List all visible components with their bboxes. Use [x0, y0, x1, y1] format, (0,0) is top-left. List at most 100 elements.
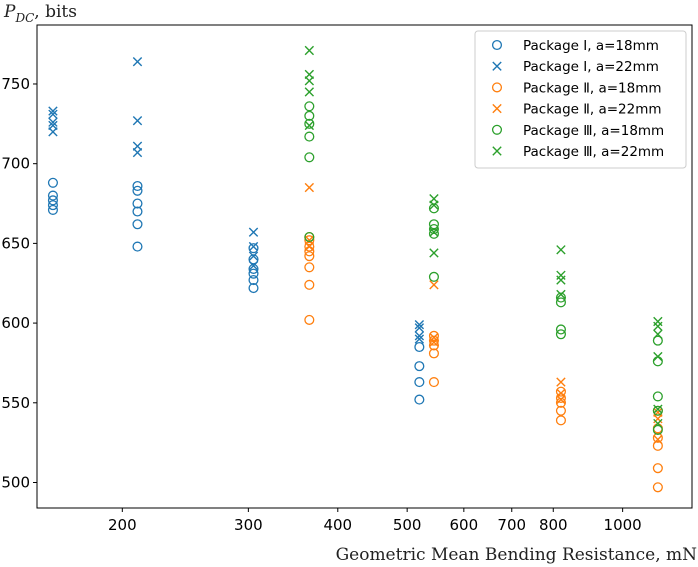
point-s5-12	[555, 292, 566, 303]
y-tick-label-750: 750	[1, 75, 30, 93]
legend-box	[474, 30, 687, 169]
point-s3-22	[652, 440, 663, 451]
point-s6-10	[556, 245, 566, 255]
point-s5-1	[304, 101, 315, 112]
series-3	[304, 231, 663, 493]
y-axis-title-sub: DC	[14, 11, 34, 25]
x-tick-label-600: 600	[450, 516, 479, 534]
point-s2-10	[248, 227, 259, 237]
plot-area	[36, 24, 693, 509]
legend-marker-6	[492, 146, 502, 156]
point-s3-5	[304, 251, 315, 262]
point-s1-10	[132, 219, 143, 230]
point-s5-20	[652, 424, 663, 435]
point-s2-11	[248, 241, 259, 252]
point-s3-2	[304, 235, 315, 246]
point-s5-8	[428, 219, 439, 230]
point-s1-6	[132, 180, 143, 192]
point-s5-16	[652, 335, 663, 346]
point-s5-3	[304, 118, 315, 129]
point-s6-18	[653, 404, 663, 414]
point-s2-5	[48, 127, 58, 137]
point-s3-18	[555, 415, 566, 426]
y-axis-title-suffix: , bits	[34, 2, 77, 22]
point-s3-7	[304, 279, 315, 290]
point-s3-13	[428, 377, 439, 388]
point-s3-24	[652, 482, 663, 493]
point-s6-3	[304, 76, 315, 86]
x-tick-label-500: 500	[393, 516, 422, 534]
point-s2-1	[48, 106, 58, 116]
point-s1-12	[248, 243, 259, 254]
point-s2-16	[414, 331, 425, 341]
point-s5-5	[304, 152, 315, 163]
point-s1-16	[248, 274, 259, 286]
point-s2-2	[48, 109, 58, 119]
point-s4-4	[429, 280, 439, 290]
point-s3-12	[428, 348, 439, 359]
point-s1-20	[414, 377, 425, 388]
legend-marker-3	[491, 82, 503, 93]
point-s4-6	[429, 337, 439, 347]
point-s5-14	[555, 324, 566, 335]
legend-label-3: Package Ⅱ, a=18mm	[523, 80, 662, 96]
y-tick-label-550: 550	[1, 394, 30, 412]
point-s4-9	[556, 394, 566, 405]
x-tick-label-700: 700	[497, 516, 526, 534]
series-4	[304, 182, 663, 445]
point-s6-7	[429, 200, 439, 210]
legend: Package I, a=18mm Package I, a=22mm Packag…	[474, 30, 687, 169]
point-s2-3	[48, 117, 58, 127]
point-s1-3	[47, 195, 58, 206]
x-tick-label-800: 800	[539, 516, 568, 534]
point-s4-12	[653, 434, 663, 445]
point-s3-17	[555, 405, 566, 416]
point-s5-13	[555, 297, 566, 308]
legend-marker-4	[492, 103, 502, 114]
legend-label-4: Package Ⅱ, a=22mm	[523, 102, 662, 118]
point-s2-6	[132, 56, 143, 67]
point-s6-19	[653, 418, 663, 429]
point-s3-6	[304, 262, 315, 273]
point-s1-15	[248, 268, 259, 279]
legend-marker-1	[491, 39, 503, 51]
point-s6-11	[556, 270, 566, 280]
y-axis-title: PDC, bits	[3, 2, 77, 25]
point-s3-11	[428, 340, 439, 351]
point-s1-9	[132, 206, 143, 217]
point-s5-4	[304, 131, 315, 142]
series-2	[48, 56, 425, 344]
point-s3-8	[304, 314, 315, 325]
point-s5-2	[304, 110, 315, 121]
point-s2-12	[248, 251, 259, 261]
point-s1-19	[414, 361, 425, 372]
point-s2-13	[248, 261, 259, 271]
y-axis-title-main: P	[3, 2, 16, 22]
x-tick-label-1000: 1000	[604, 516, 642, 534]
y-tick-label-700: 700	[1, 155, 30, 173]
point-s1-4	[47, 200, 58, 211]
plot-border	[36, 24, 693, 509]
point-s2-17	[414, 334, 425, 344]
point-s6-13	[556, 289, 566, 300]
point-s6-8	[429, 227, 439, 237]
point-s3-14	[555, 386, 566, 397]
point-s6-17	[653, 351, 663, 362]
point-s2-9	[132, 147, 143, 158]
point-s6-4	[304, 87, 315, 97]
point-s6-5	[304, 120, 315, 131]
point-s5-9	[428, 223, 439, 235]
x-tick-label-200: 200	[108, 516, 137, 534]
legend-marker-5	[491, 124, 503, 135]
y-tick-label-600: 600	[1, 314, 30, 332]
point-s6-14	[653, 316, 663, 327]
point-s1-21	[414, 394, 425, 405]
x-axis: 200 300 400 500 600 700 800 1000	[108, 508, 642, 534]
series-5	[304, 101, 663, 435]
point-s5-10	[428, 228, 439, 239]
point-s6-12	[556, 275, 566, 285]
point-s6-9	[429, 248, 439, 258]
point-s5-19	[652, 405, 663, 416]
y-tick-label-500: 500	[1, 473, 30, 491]
